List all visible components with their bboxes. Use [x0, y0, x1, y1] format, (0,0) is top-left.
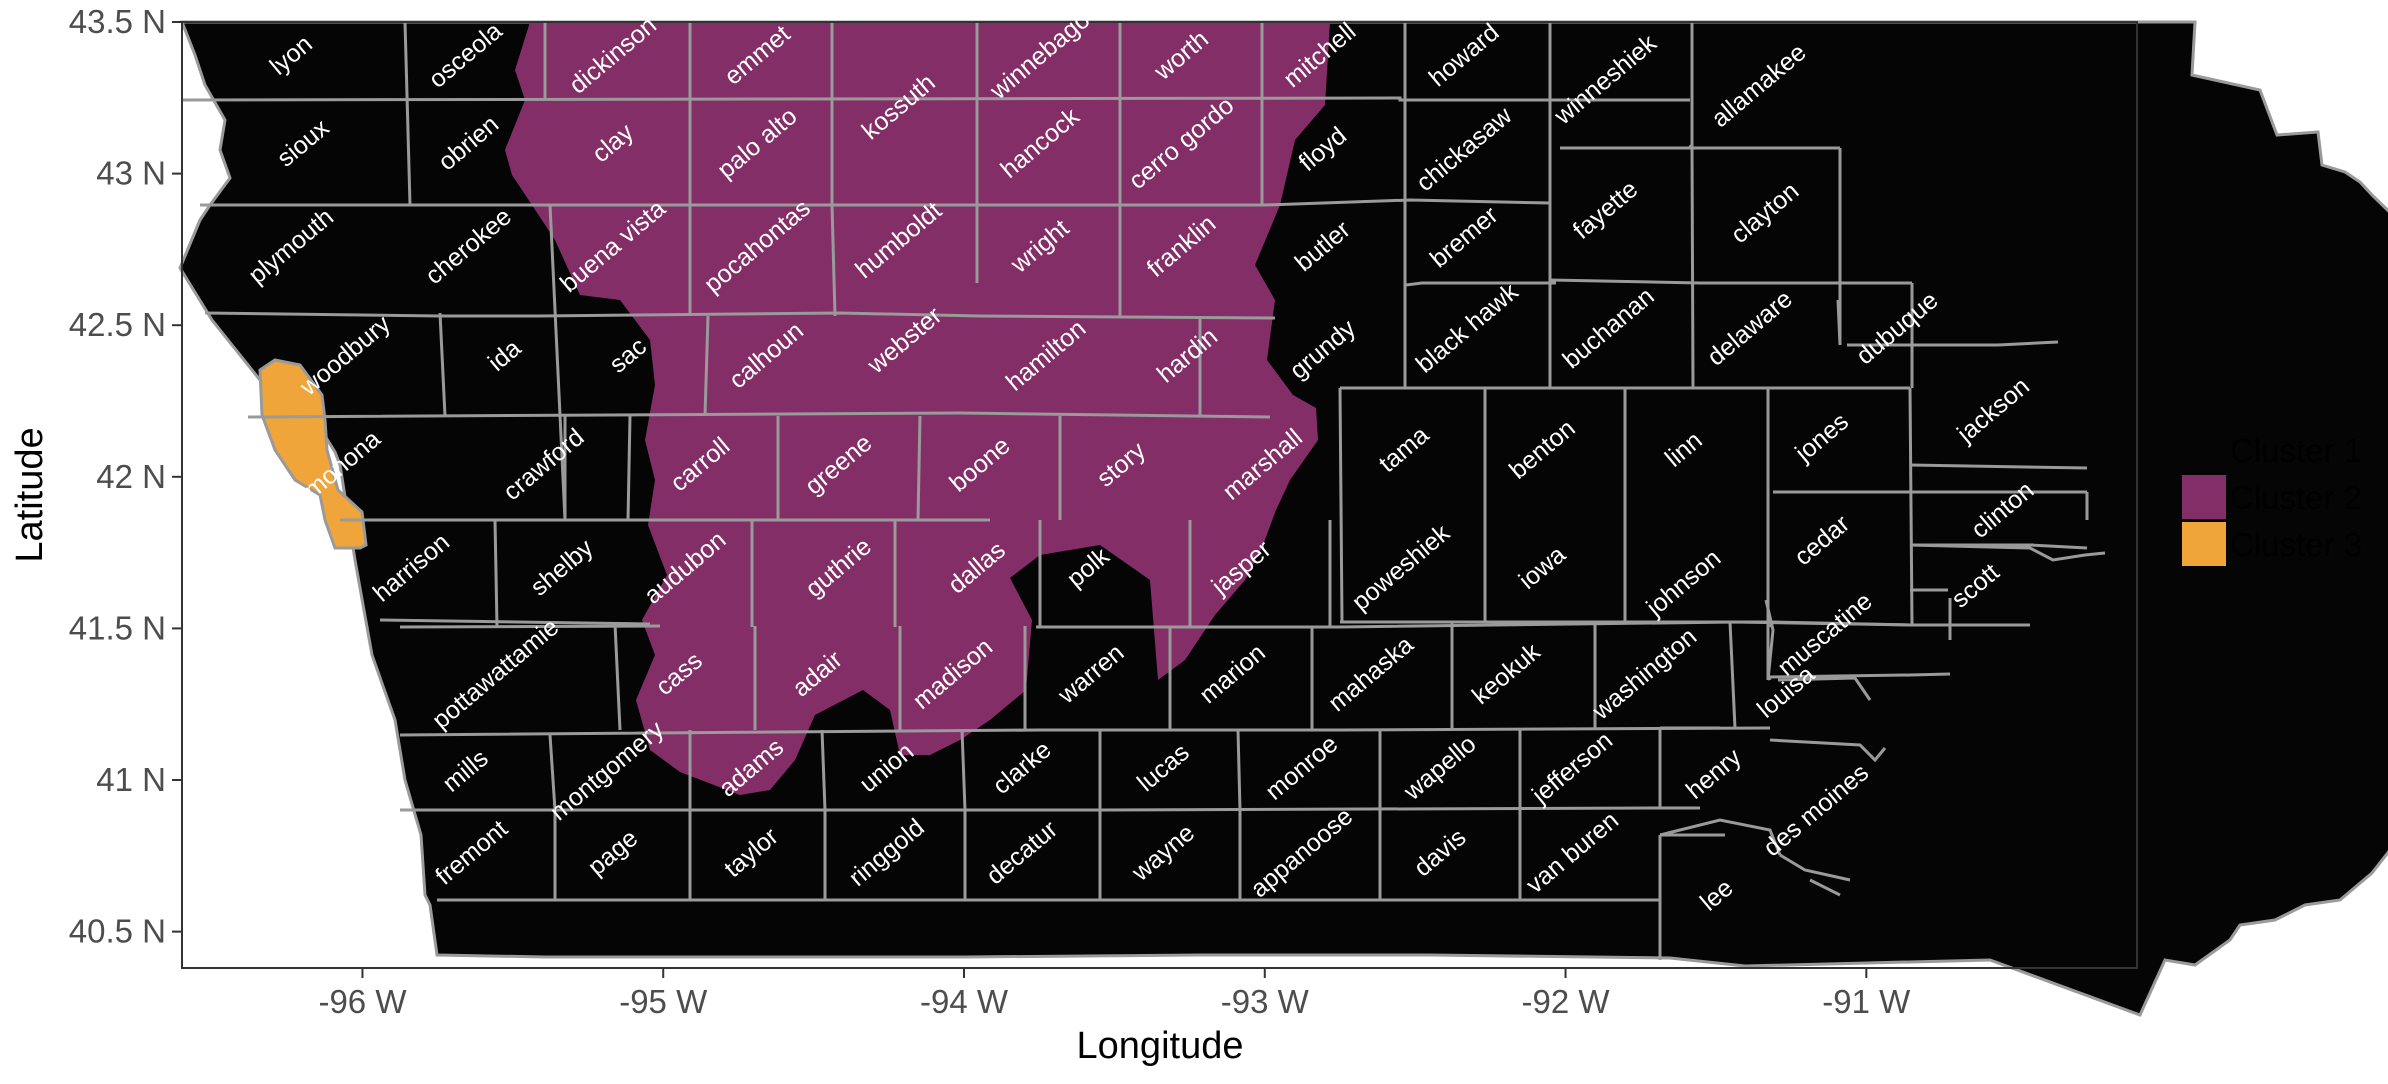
y-tick-label: 41.5 N — [69, 609, 166, 646]
cluster-2-region — [505, 22, 1330, 795]
legend-label-cluster-3: Cluster 3 — [2230, 526, 2362, 563]
y-tick-label: 43 N — [96, 155, 166, 192]
x-tick-label: -94 W — [920, 983, 1009, 1020]
x-axis: -96 W -95 W -94 W -93 W -92 W -91 W — [318, 968, 1911, 1020]
y-tick-label: 42.5 N — [69, 306, 166, 343]
y-tick-label: 41 N — [96, 761, 166, 798]
legend-swatch-cluster-3 — [2182, 522, 2226, 566]
legend-label-cluster-1: Cluster 1 — [2230, 432, 2362, 469]
x-tick-label: -96 W — [318, 983, 407, 1020]
county-boundaries — [181, 21, 2106, 960]
x-tick-label: -92 W — [1522, 983, 1611, 1020]
y-axis: 43.5 N 43 N 42.5 N 42 N 41.5 N 41 N 40.5 N — [69, 3, 182, 950]
legend-swatch-cluster-2 — [2182, 475, 2226, 519]
legend-swatch-cluster-1 — [2182, 428, 2226, 472]
legend-label-cluster-2: Cluster 2 — [2230, 479, 2362, 516]
x-tick-label: -93 W — [1221, 983, 1310, 1020]
x-tick-label: -91 W — [1822, 983, 1911, 1020]
x-axis-title: Longitude — [1077, 1025, 1244, 1067]
plot-panel-border — [181, 21, 2138, 969]
y-tick-label: 42 N — [96, 458, 166, 495]
y-axis-title: Latitude — [9, 427, 51, 562]
y-tick-label: 43.5 N — [69, 3, 166, 40]
cluster-3-region — [258, 358, 368, 550]
y-tick-label: 40.5 N — [69, 913, 166, 950]
x-tick-label: -95 W — [619, 983, 708, 1020]
legend: Cluster 1 Cluster 2 Cluster 3 — [2182, 428, 2362, 566]
